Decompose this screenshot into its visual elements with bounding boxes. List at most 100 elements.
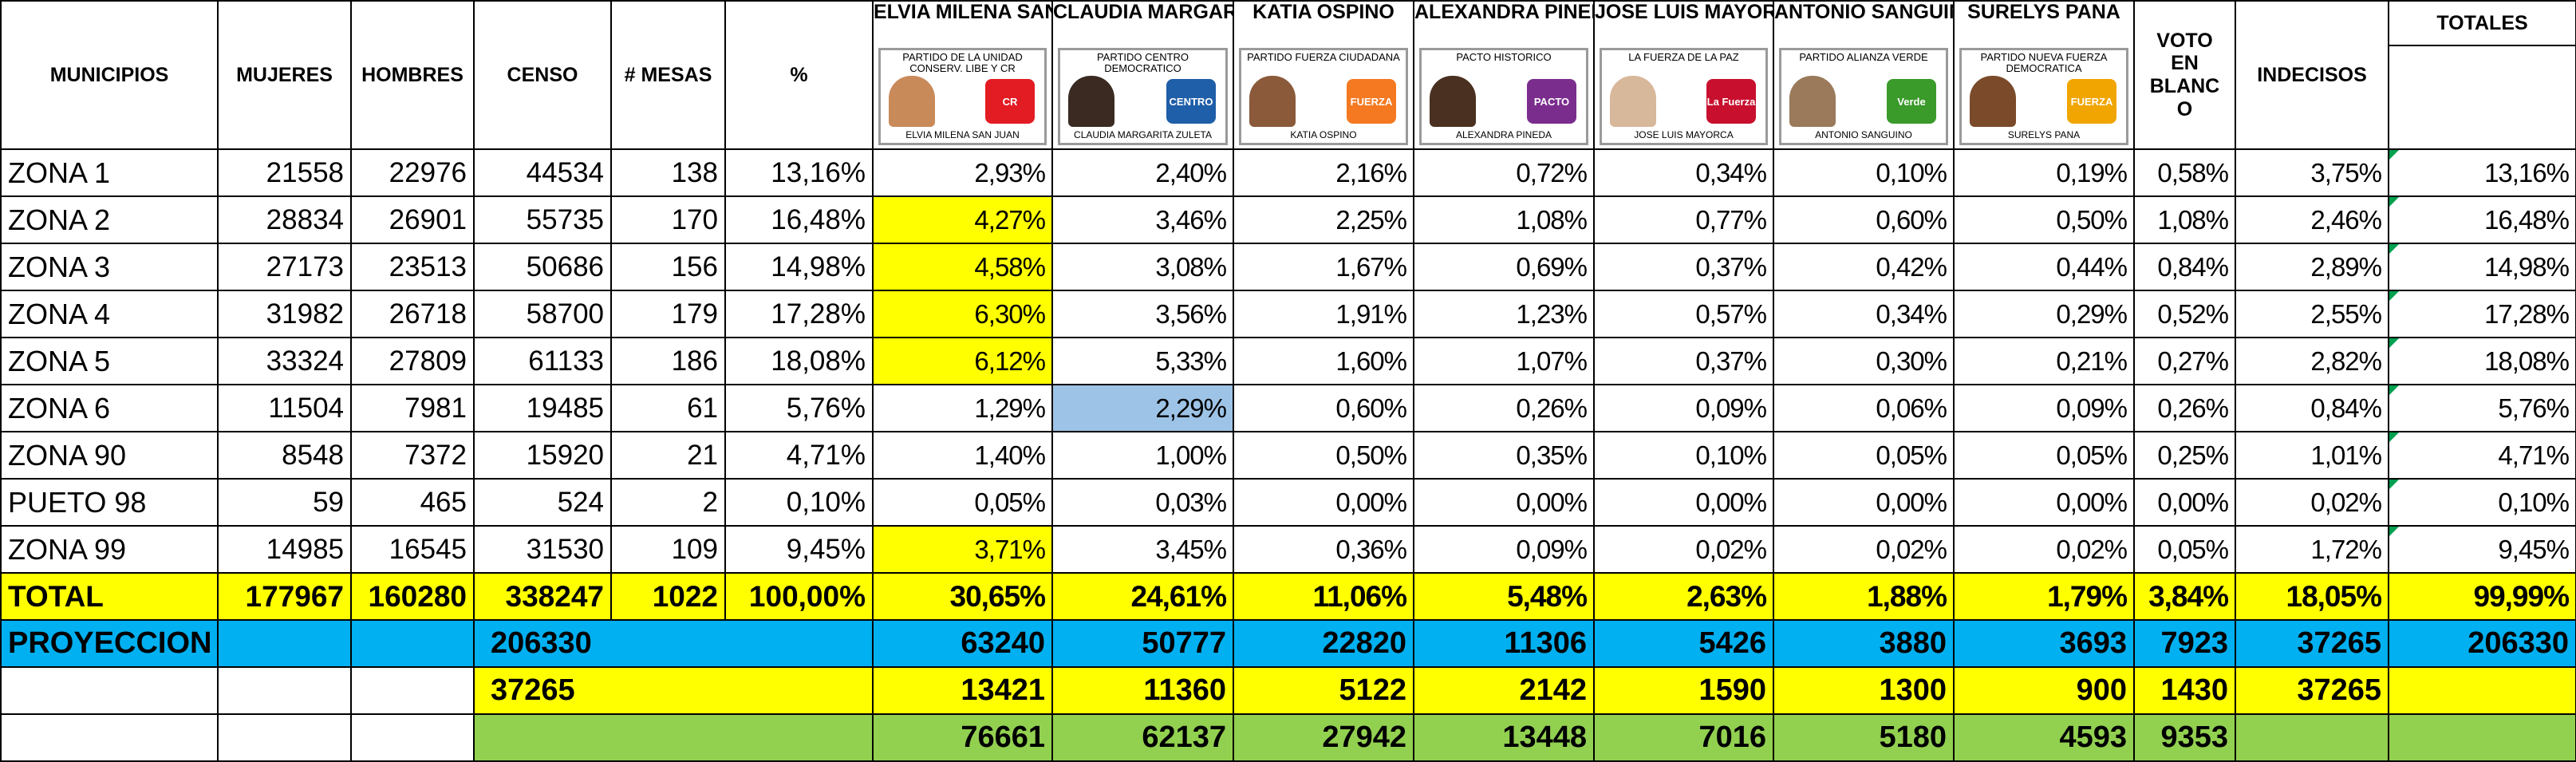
header-candidate[interactable]: ANTONIO SANGUINO PARTIDO ALIANZA VERDE Ver… (1773, 0, 1955, 150)
cell-mujeres[interactable]: 31982 (217, 290, 352, 338)
cell-proyeccion-candidate[interactable]: 11306 (1413, 619, 1595, 668)
cell-hombres[interactable]: 7981 (350, 384, 475, 432)
cell-candidate-pct[interactable]: 3,46% (1051, 195, 1234, 244)
cell-empty[interactable] (217, 713, 352, 762)
cell-indecisos[interactable]: 2,82% (2235, 337, 2389, 385)
cell-final-candidate[interactable]: 4593 (1953, 713, 2135, 762)
cell-final-candidate[interactable]: 7016 (1593, 713, 1774, 762)
cell-total[interactable]: 13,16% (2388, 148, 2576, 197)
cell-total-candidate[interactable]: 11,06% (1233, 572, 1414, 621)
cell-total[interactable]: 18,08% (2388, 337, 2576, 385)
cell-candidate-pct[interactable]: 0,19% (1953, 148, 2135, 197)
cell-censo[interactable]: 44534 (473, 148, 612, 197)
cell-candidate-pct[interactable]: 0,00% (1413, 478, 1595, 527)
cell-hombres[interactable]: 26718 (350, 290, 475, 338)
cell-candidate-pct[interactable]: 3,56% (1051, 290, 1234, 338)
cell-voto-blanco[interactable]: 1,08% (2133, 195, 2236, 244)
cell-undecided-candidate[interactable]: 13421 (872, 666, 1053, 715)
cell-final-candidate[interactable]: 13448 (1413, 713, 1595, 762)
cell-zona[interactable]: ZONA 3 (0, 243, 219, 291)
cell-candidate-pct[interactable]: 0,35% (1413, 431, 1595, 480)
cell-candidate-pct[interactable]: 1,91% (1233, 290, 1414, 338)
cell-total-mesas[interactable]: 1022 (610, 572, 726, 621)
cell-empty[interactable] (2235, 713, 2389, 762)
cell-candidate-pct[interactable]: 1,67% (1233, 243, 1414, 291)
cell-proyeccion-total[interactable]: 206330 (2388, 619, 2576, 668)
cell-hombres[interactable]: 27809 (350, 337, 475, 385)
cell-zona[interactable]: ZONA 5 (0, 337, 219, 385)
header-candidate[interactable]: KATIA OSPINO PARTIDO FUERZA CIUDADANA FUER… (1233, 0, 1414, 150)
cell-candidate-pct[interactable]: 0,00% (1233, 478, 1414, 527)
cell-candidate-pct[interactable]: 1,40% (872, 431, 1053, 480)
cell-candidate-pct[interactable]: 0,29% (1953, 290, 2135, 338)
cell-voto-blanco[interactable]: 0,52% (2133, 290, 2236, 338)
cell-candidate-pct[interactable]: 0,60% (1233, 384, 1414, 432)
cell-censo[interactable]: 55735 (473, 195, 612, 244)
cell-candidate-pct[interactable]: 0,05% (872, 478, 1053, 527)
cell-undecided-candidate[interactable]: 900 (1953, 666, 2135, 715)
cell-indecisos[interactable]: 2,46% (2235, 195, 2389, 244)
cell-mesas[interactable]: 170 (610, 195, 726, 244)
cell-candidate-pct[interactable]: 2,25% (1233, 195, 1414, 244)
cell-total-pct[interactable]: 100,00% (724, 572, 874, 621)
cell-proyeccion-candidate[interactable]: 63240 (872, 619, 1053, 668)
cell-candidate-pct[interactable]: 0,42% (1773, 243, 1955, 291)
cell-mesas[interactable]: 186 (610, 337, 726, 385)
cell-pct[interactable]: 18,08% (724, 337, 874, 385)
cell-undecided-candidate[interactable]: 11360 (1051, 666, 1234, 715)
cell-candidate-pct[interactable]: 0,37% (1593, 243, 1774, 291)
cell-candidate-pct[interactable]: 0,60% (1773, 195, 1955, 244)
cell-total-blanco[interactable]: 3,84% (2133, 572, 2236, 621)
cell-undecided-indecisos[interactable]: 37265 (2235, 666, 2389, 715)
cell-zona[interactable]: PUETO 98 (0, 478, 219, 527)
cell-zona[interactable]: ZONA 4 (0, 290, 219, 338)
cell-pct[interactable]: 13,16% (724, 148, 874, 197)
cell-candidate-pct[interactable]: 0,34% (1593, 148, 1774, 197)
header-municipios[interactable]: MUNICIPIOS (0, 0, 219, 150)
cell-empty[interactable] (0, 713, 219, 762)
cell-voto-blanco[interactable]: 0,27% (2133, 337, 2236, 385)
cell-zona[interactable]: ZONA 2 (0, 195, 219, 244)
cell-proyeccion-label[interactable]: PROYECCION (0, 619, 219, 668)
cell-final-candidate[interactable]: 27942 (1233, 713, 1414, 762)
cell-censo[interactable]: 58700 (473, 290, 612, 338)
header-candidate[interactable]: CLAUDIA MARGARITA PARTIDO CENTRO DEMOCRAT… (1051, 0, 1234, 150)
cell-total[interactable]: 5,76% (2388, 384, 2576, 432)
cell-indecisos[interactable]: 2,55% (2235, 290, 2389, 338)
cell-mujeres[interactable]: 33324 (217, 337, 352, 385)
cell-indecisos[interactable]: 2,89% (2235, 243, 2389, 291)
cell-pct[interactable]: 17,28% (724, 290, 874, 338)
cell-proyeccion-candidate[interactable]: 3880 (1773, 619, 1955, 668)
cell-candidate-pct[interactable]: 1,07% (1413, 337, 1595, 385)
cell-candidate-pct[interactable]: 0,72% (1413, 148, 1595, 197)
cell-voto-blanco[interactable]: 0,25% (2133, 431, 2236, 480)
cell-candidate-pct[interactable]: 0,00% (1953, 478, 2135, 527)
cell-candidate-pct[interactable]: 0,09% (1413, 525, 1595, 574)
cell-censo[interactable]: 50686 (473, 243, 612, 291)
cell-censo[interactable]: 19485 (473, 384, 612, 432)
cell-pct[interactable]: 0,10% (724, 478, 874, 527)
cell-total[interactable]: 9,45% (2388, 525, 2576, 574)
cell-candidate-pct[interactable]: 3,71% (872, 525, 1053, 574)
cell-candidate-pct[interactable]: 2,29% (1051, 384, 1234, 432)
cell-proyeccion-candidate[interactable]: 5426 (1593, 619, 1774, 668)
cell-mujeres[interactable]: 11504 (217, 384, 352, 432)
cell-hombres[interactable]: 22976 (350, 148, 475, 197)
cell-undecided-censo[interactable]: 37265 (473, 666, 874, 715)
cell-empty[interactable] (350, 713, 475, 762)
cell-pct[interactable]: 16,48% (724, 195, 874, 244)
cell-hombres[interactable]: 465 (350, 478, 475, 527)
cell-proyeccion-censo[interactable]: 206330 (473, 619, 874, 668)
cell-total-candidate[interactable]: 5,48% (1413, 572, 1595, 621)
cell-total[interactable]: 0,10% (2388, 478, 2576, 527)
cell-total-candidate[interactable]: 2,63% (1593, 572, 1774, 621)
cell-empty[interactable] (217, 666, 352, 715)
cell-mesas[interactable]: 156 (610, 243, 726, 291)
cell-candidate-pct[interactable]: 0,05% (1953, 431, 2135, 480)
cell-empty[interactable] (2388, 666, 2576, 715)
cell-candidate-pct[interactable]: 0,69% (1413, 243, 1595, 291)
cell-mesas[interactable]: 2 (610, 478, 726, 527)
cell-total-indecisos[interactable]: 18,05% (2235, 572, 2389, 621)
cell-undecided-candidate[interactable]: 1300 (1773, 666, 1955, 715)
cell-hombres[interactable]: 16545 (350, 525, 475, 574)
